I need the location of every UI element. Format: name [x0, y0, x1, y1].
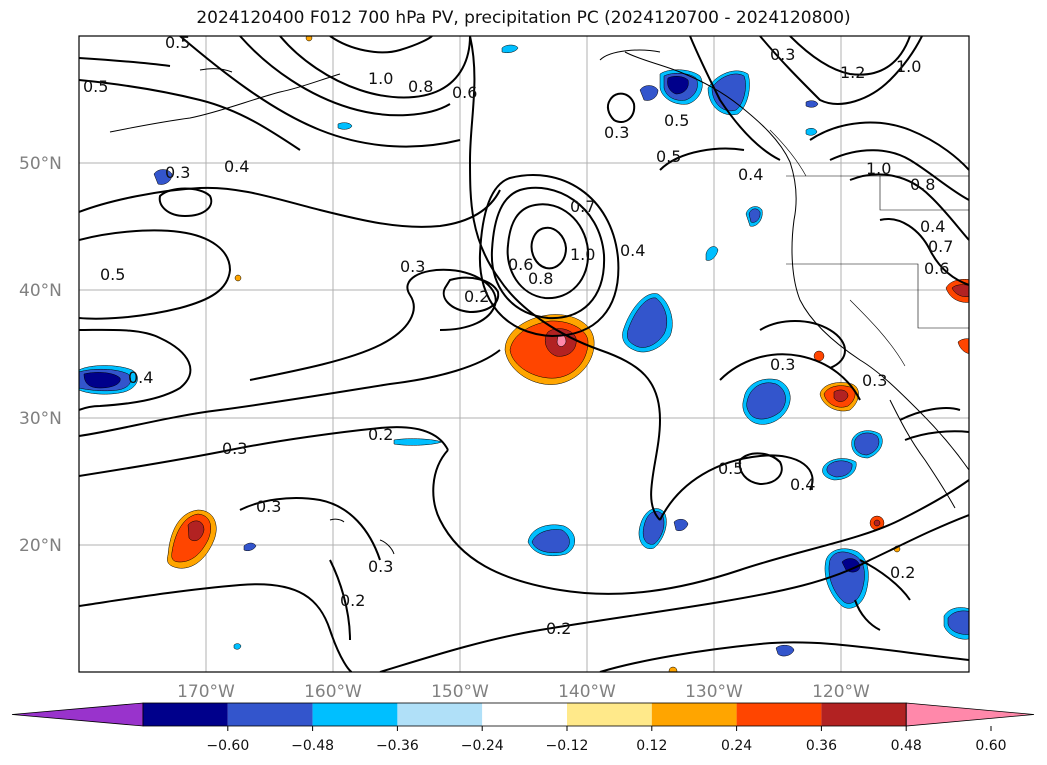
colorbar-segment	[397, 703, 483, 726]
contour-label: 0.3	[165, 163, 190, 182]
colorbar-extend-min	[11, 702, 144, 727]
colorbar-tick-label: 0.24	[721, 738, 752, 754]
pv-contours	[79, 36, 969, 672]
contour-label: 1.0	[896, 57, 921, 76]
colorbar-outline	[142, 702, 907, 727]
colorbar-tick-label: 0.12	[636, 738, 667, 754]
colorbar-segment	[227, 703, 313, 726]
contour-label: 0.2	[546, 619, 571, 638]
contour-label: 1.2	[840, 63, 865, 82]
contour-label: 0.7	[570, 197, 595, 216]
contour-label: 0.3	[770, 45, 795, 64]
map-title: 2024120400 F012 700 hPa PV, precipitatio…	[196, 8, 851, 28]
lon-label-140w: 140°W	[558, 682, 616, 702]
contour-label: 0.3	[368, 557, 393, 576]
contour-label: 0.2	[890, 563, 915, 582]
colorbar-segment	[821, 703, 907, 726]
colorbar-extend-max	[905, 702, 1035, 727]
colorbar-tick-label: 0.60	[975, 738, 1006, 754]
colorbar-tick-label: 0.48	[891, 738, 922, 754]
colorbar-tick-label: 0.36	[806, 738, 837, 754]
contour-label: 1.0	[570, 245, 595, 264]
lat-label-40n: 40°N	[19, 281, 62, 301]
contour-label: 0.4	[128, 368, 153, 387]
contour-label: 0.7	[928, 237, 953, 256]
colorbar-tick-label: −0.12	[546, 738, 589, 754]
lon-label-150w: 150°W	[431, 682, 489, 702]
contour-label: 0.6	[924, 259, 949, 278]
contour-label: 0.5	[718, 459, 743, 478]
contour-label: 0.3	[862, 371, 887, 390]
contour-label: 0.3	[222, 439, 247, 458]
contour-label: 0.3	[256, 497, 281, 516]
contour-label: 0.4	[920, 217, 945, 236]
contour-label: 0.8	[528, 269, 553, 288]
lon-label-160w: 160°W	[304, 682, 362, 702]
longitude-labels: 170°W 160°W 150°W 140°W 130°W 120°W	[177, 682, 870, 702]
lat-label-20n: 20°N	[19, 536, 62, 556]
contour-label: 0.5	[100, 265, 125, 284]
contour-label: 0.5	[656, 147, 681, 166]
latitude-labels: 50°N 40°N 30°N 20°N	[19, 154, 62, 556]
map-frame	[78, 35, 970, 673]
contour-label: 0.8	[408, 77, 433, 96]
contour-label: 0.6	[508, 255, 533, 274]
precip-shading	[79, 36, 969, 672]
lon-label-130w: 130°W	[685, 682, 743, 702]
lat-label-50n: 50°N	[19, 154, 62, 174]
colorbar-segment	[312, 703, 398, 726]
contour-label: 0.4	[738, 165, 763, 184]
contour-label: 0.4	[620, 241, 645, 260]
colorbar-tick-label: −0.36	[376, 738, 419, 754]
contour-label: 0.8	[910, 175, 935, 194]
colorbar-tick-label: −0.60	[206, 738, 249, 754]
colorbar-segment	[482, 703, 567, 726]
lon-label-170w: 170°W	[177, 682, 235, 702]
colorbar-segment	[143, 703, 228, 726]
contour-label: 0.2	[368, 425, 393, 444]
contour-labels: 0.5 0.5 1.0 0.8 0.6 0.3 0.4 0.5 0.3 0.2 …	[83, 33, 953, 638]
colorbar-tick-label: −0.48	[291, 738, 334, 754]
lon-label-120w: 120°W	[812, 682, 870, 702]
contour-label: 0.3	[400, 257, 425, 276]
contour-label: 0.5	[165, 33, 190, 52]
contour-label: 0.5	[664, 111, 689, 130]
colorbar: −0.60 −0.48 −0.36 −0.24 −0.12 0.12 0.24 0.36 0.4…	[11, 702, 1035, 754]
contour-label: 0.3	[604, 123, 629, 142]
contour-label: 1.0	[866, 159, 891, 178]
lat-label-30n: 30°N	[19, 409, 62, 429]
contour-label: 0.2	[464, 287, 489, 306]
contour-label: 0.6	[452, 83, 477, 102]
contour-label: 0.4	[224, 157, 249, 176]
contour-label: 0.3	[770, 355, 795, 374]
political-borders	[769, 129, 969, 367]
gridlines	[79, 36, 969, 672]
colorbar-segment	[736, 703, 822, 726]
contour-label: 0.5	[83, 77, 108, 96]
contour-label: 0.4	[790, 475, 815, 494]
contour-label: 1.0	[368, 69, 393, 88]
colorbar-tick-label: −0.24	[461, 738, 504, 754]
colorbar-segment	[651, 703, 737, 726]
contour-label: 0.2	[340, 591, 365, 610]
colorbar-segment	[567, 703, 652, 726]
